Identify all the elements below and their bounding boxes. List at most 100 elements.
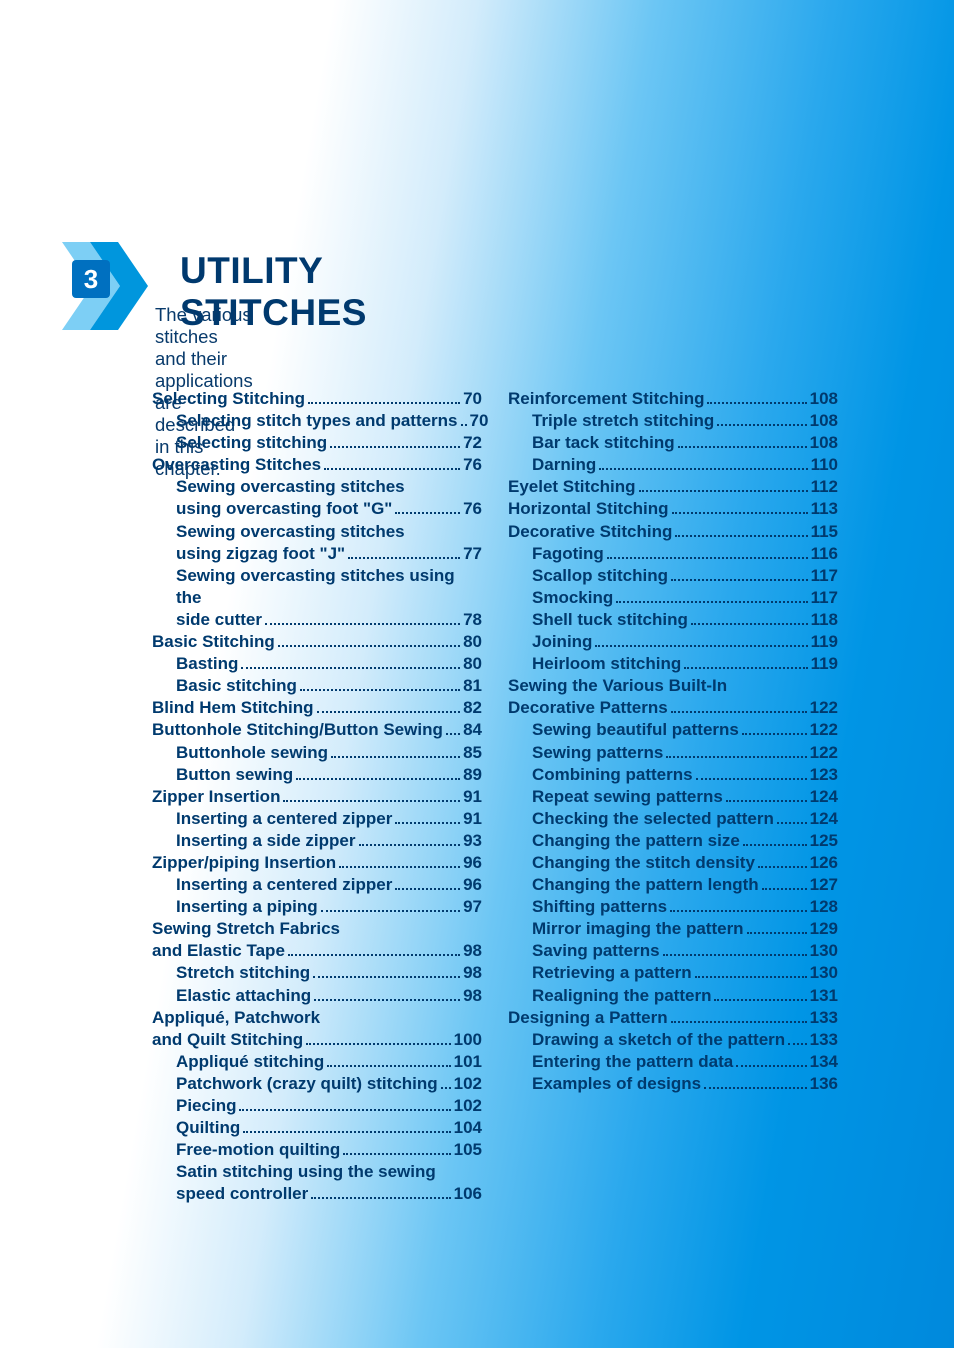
toc-entry-continuation: Sewing the Various Built-In	[508, 675, 838, 697]
toc-leader-dots	[283, 799, 460, 802]
toc-label: Examples of designs	[532, 1073, 701, 1095]
toc-label: Basic stitching	[176, 675, 297, 697]
toc-leader-dots	[616, 600, 807, 603]
toc-entry: Quilting104	[152, 1117, 482, 1139]
toc-page-number: 122	[810, 719, 838, 741]
toc-label: Sewing patterns	[532, 742, 663, 764]
toc-leader-dots	[675, 534, 807, 537]
toc-label: Sewing beautiful patterns	[532, 719, 739, 741]
toc-leader-dots	[696, 777, 807, 780]
toc-label: Basic Stitching	[152, 631, 275, 653]
toc-label: Buttonhole Stitching/Button Sewing	[152, 719, 443, 741]
toc-leader-dots	[288, 953, 460, 956]
toc-label: Smocking	[532, 587, 613, 609]
toc-label: Selecting stitch types and patterns	[176, 410, 458, 432]
toc-entry-continuation: Sewing overcasting stitches	[152, 476, 482, 498]
toc-label: Patchwork (crazy quilt) stitching	[176, 1073, 438, 1095]
toc-label: Button sewing	[176, 764, 293, 786]
toc-page-number: 112	[811, 476, 838, 498]
toc-page-number: 117	[811, 565, 838, 587]
toc-entry: Inserting a centered zipper91	[152, 808, 482, 830]
toc-entry: Sewing patterns122	[508, 742, 838, 764]
toc-leader-dots	[777, 821, 807, 824]
toc-label: Changing the pattern length	[532, 874, 759, 896]
toc-page-number: 134	[810, 1051, 838, 1073]
toc-label: using overcasting foot "G"	[176, 498, 392, 520]
toc-label: Repeat sewing patterns	[532, 786, 723, 808]
toc-leader-dots	[672, 511, 808, 514]
toc-label: Satin stitching using the sewing	[176, 1161, 436, 1183]
toc-leader-dots	[671, 1020, 807, 1023]
toc-page-number: 118	[811, 609, 838, 631]
toc-page-number: 89	[463, 764, 482, 786]
toc-page-number: 116	[811, 543, 838, 565]
toc-label: Reinforcement Stitching	[508, 388, 704, 410]
toc-label: Inserting a centered zipper	[176, 874, 392, 896]
toc-leader-dots	[671, 710, 807, 713]
toc-entry: Changing the pattern size125	[508, 830, 838, 852]
toc-columns: Selecting Stitching70Selecting stitch ty…	[152, 388, 852, 1205]
toc-entry: Designing a Pattern133	[508, 1007, 838, 1029]
toc-page-number: 124	[810, 808, 838, 830]
toc-entry: Triple stretch stitching108	[508, 410, 838, 432]
toc-page-number: 122	[810, 697, 838, 719]
toc-leader-dots	[461, 423, 467, 426]
toc-entry: Basic stitching81	[152, 675, 482, 697]
toc-entry: Reinforcement Stitching 108	[508, 388, 838, 410]
toc-entry: Basting 80	[152, 653, 482, 675]
toc-page-number: 80	[463, 653, 482, 675]
toc-label: Sewing overcasting stitches	[176, 476, 405, 498]
toc-leader-dots	[311, 1196, 450, 1199]
toc-entry: Changing the stitch density126	[508, 852, 838, 874]
toc-page-number: 93	[463, 830, 482, 852]
toc-entry: Joining119	[508, 631, 838, 653]
toc-label: Zipper/piping Insertion	[152, 852, 336, 874]
toc-leader-dots	[762, 887, 807, 890]
toc-leader-dots	[327, 1064, 450, 1067]
toc-leader-dots	[339, 865, 460, 868]
toc-entry: Entering the pattern data134	[508, 1051, 838, 1073]
toc-label: Sewing Stretch Fabrics	[152, 918, 340, 940]
toc-entry-continuation: Sewing overcasting stitches using the	[152, 565, 482, 609]
toc-label: Designing a Pattern	[508, 1007, 668, 1029]
toc-entry: Buttonhole Stitching/Button Sewing84	[152, 719, 482, 741]
page: 3 UTILITY STITCHES The various stitches …	[0, 0, 954, 1348]
toc-page-number: 97	[463, 896, 482, 918]
toc-entry: Shell tuck stitching118	[508, 609, 838, 631]
toc-page-number: 108	[810, 388, 838, 410]
toc-label: Mirror imaging the pattern	[532, 918, 744, 940]
toc-leader-dots	[717, 423, 806, 426]
toc-page-number: 82	[463, 697, 482, 719]
toc-leader-dots	[300, 688, 460, 691]
toc-entry: Decorative Stitching115	[508, 521, 838, 543]
toc-label: Blind Hem Stitching	[152, 697, 314, 719]
toc-leader-dots	[446, 732, 460, 735]
toc-leader-dots	[670, 909, 807, 912]
toc-label: Eyelet Stitching	[508, 476, 636, 498]
toc-entry: Shifting patterns128	[508, 896, 838, 918]
toc-entry: Free-motion quilting105	[152, 1139, 482, 1161]
toc-label: Zipper Insertion	[152, 786, 280, 808]
toc-label: Quilting	[176, 1117, 240, 1139]
toc-entry: side cutter78	[152, 609, 482, 631]
toc-leader-dots	[314, 998, 460, 1001]
toc-entry: Examples of designs136	[508, 1073, 838, 1095]
toc-page-number: 70	[463, 388, 482, 410]
toc-leader-dots	[758, 865, 807, 868]
toc-entry: Overcasting Stitches76	[152, 454, 482, 476]
toc-entry: Stretch stitching98	[152, 962, 482, 984]
toc-leader-dots	[743, 843, 807, 846]
toc-page-number: 117	[811, 587, 838, 609]
toc-leader-dots	[747, 931, 807, 934]
toc-entry: Realigning the pattern131	[508, 985, 838, 1007]
toc-page-number: 72	[463, 432, 482, 454]
toc-label: Basting	[176, 653, 238, 675]
toc-entry: Retrieving a pattern130	[508, 962, 838, 984]
toc-label: Changing the stitch density	[532, 852, 755, 874]
toc-entry: Combining patterns123	[508, 764, 838, 786]
toc-label: Shifting patterns	[532, 896, 667, 918]
toc-entry: and Elastic Tape98	[152, 940, 482, 962]
toc-label: Checking the selected pattern	[532, 808, 774, 830]
toc-page-number: 100	[454, 1029, 482, 1051]
toc-entry-continuation: Sewing Stretch Fabrics	[152, 918, 482, 940]
